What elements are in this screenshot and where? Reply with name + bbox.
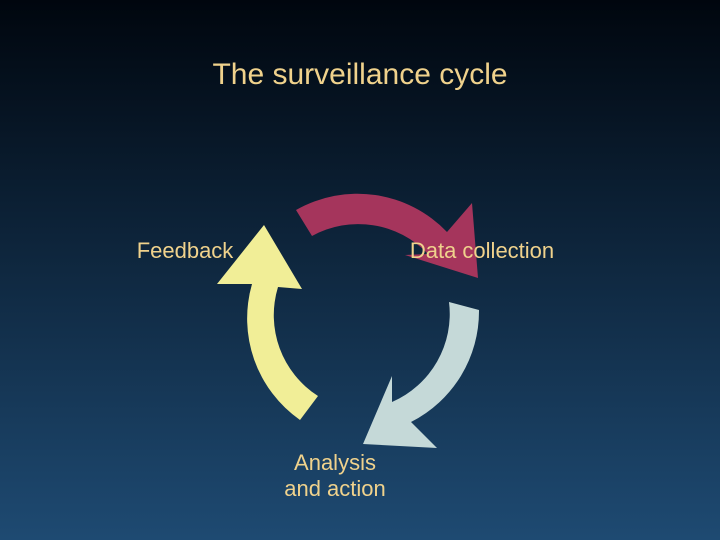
slide-canvas: The surveillance cycle Feedback Data col… <box>0 0 720 540</box>
label-analysis-line2: and action <box>284 476 386 501</box>
arrow-top <box>296 194 478 278</box>
label-data-collection: Data collection <box>382 238 582 264</box>
label-analysis: Analysis and action <box>250 450 420 503</box>
label-feedback: Feedback <box>120 238 250 264</box>
label-analysis-line1: Analysis <box>294 450 376 475</box>
arrow-right <box>363 302 479 448</box>
